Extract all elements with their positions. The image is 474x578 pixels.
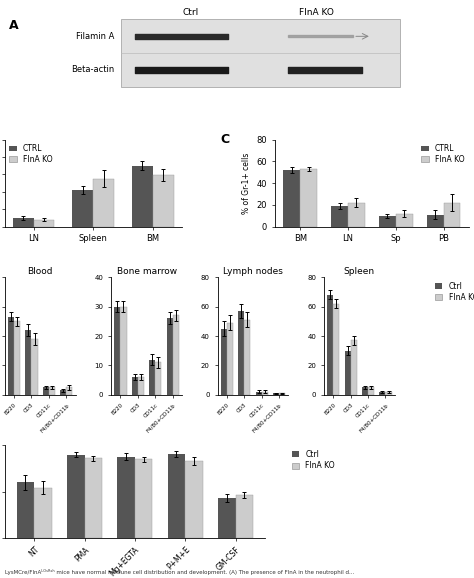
Bar — [120, 306, 127, 395]
Bar — [84, 458, 102, 538]
Bar — [43, 387, 49, 395]
Bar — [73, 190, 93, 227]
Bar — [132, 377, 138, 395]
Bar — [26, 330, 31, 395]
Bar — [227, 323, 233, 395]
Bar — [155, 362, 161, 395]
Bar — [17, 482, 34, 538]
Bar — [345, 351, 351, 395]
Bar — [173, 316, 179, 395]
Title: Spleen: Spleen — [344, 268, 375, 276]
Bar — [368, 387, 374, 395]
Bar — [279, 394, 285, 395]
Bar — [273, 394, 279, 395]
Bar — [153, 175, 173, 227]
Bar — [327, 295, 333, 395]
Text: Ctrl: Ctrl — [182, 8, 199, 17]
Bar — [255, 392, 262, 395]
Text: LysMCre/FlnAᴸᴼˢᴿˢʰ mice have normal immune cell distribution and development. (A: LysMCre/FlnAᴸᴼˢᴿˢʰ mice have normal immu… — [5, 569, 354, 575]
Bar — [185, 461, 203, 538]
Bar — [396, 213, 412, 227]
Title: Bone marrow: Bone marrow — [117, 268, 177, 276]
Legend: Ctrl, FlnA KO: Ctrl, FlnA KO — [291, 449, 336, 471]
Bar — [379, 392, 385, 395]
Bar — [236, 495, 253, 538]
Bar — [93, 179, 114, 227]
Legend: CTRL, FlnA KO: CTRL, FlnA KO — [9, 143, 54, 165]
Legend: CTRL, FlnA KO: CTRL, FlnA KO — [420, 143, 465, 165]
Bar — [135, 460, 153, 538]
Bar — [262, 392, 268, 395]
Bar — [348, 203, 365, 227]
Bar — [351, 340, 357, 395]
Y-axis label: % of Gr-1+ cells: % of Gr-1+ cells — [242, 153, 251, 214]
Bar — [427, 214, 444, 227]
Bar — [300, 169, 317, 227]
Text: A: A — [9, 20, 19, 32]
Bar — [34, 488, 52, 538]
Bar — [166, 318, 173, 395]
Bar — [385, 392, 392, 395]
Bar — [244, 320, 250, 395]
Bar — [168, 454, 185, 538]
Bar — [331, 206, 348, 227]
Bar — [444, 203, 460, 227]
Bar — [149, 360, 155, 395]
Bar — [379, 216, 396, 227]
Text: FlnA KO: FlnA KO — [299, 8, 333, 17]
Bar — [117, 457, 135, 538]
Bar — [49, 387, 55, 395]
Text: Filamin A: Filamin A — [75, 32, 114, 41]
Bar — [114, 306, 120, 395]
Bar — [333, 303, 339, 395]
Title: Lymph nodes: Lymph nodes — [223, 268, 283, 276]
Title: Blood: Blood — [27, 268, 53, 276]
Text: Beta-actin: Beta-actin — [71, 65, 114, 75]
Bar — [283, 170, 300, 227]
Bar — [67, 455, 84, 538]
Bar — [218, 498, 236, 538]
Bar — [13, 218, 34, 227]
Bar — [132, 166, 153, 227]
Bar — [362, 387, 368, 395]
Bar — [66, 387, 73, 395]
Bar — [238, 311, 244, 395]
Bar — [8, 317, 14, 395]
Bar — [34, 220, 55, 227]
Bar — [60, 390, 66, 395]
Text: C: C — [220, 132, 229, 146]
Legend: Ctrl, FlnA KO: Ctrl, FlnA KO — [434, 281, 474, 303]
Bar — [31, 339, 37, 395]
Bar — [14, 321, 20, 395]
Bar — [121, 20, 400, 87]
Bar — [221, 329, 227, 395]
Bar — [138, 377, 144, 395]
